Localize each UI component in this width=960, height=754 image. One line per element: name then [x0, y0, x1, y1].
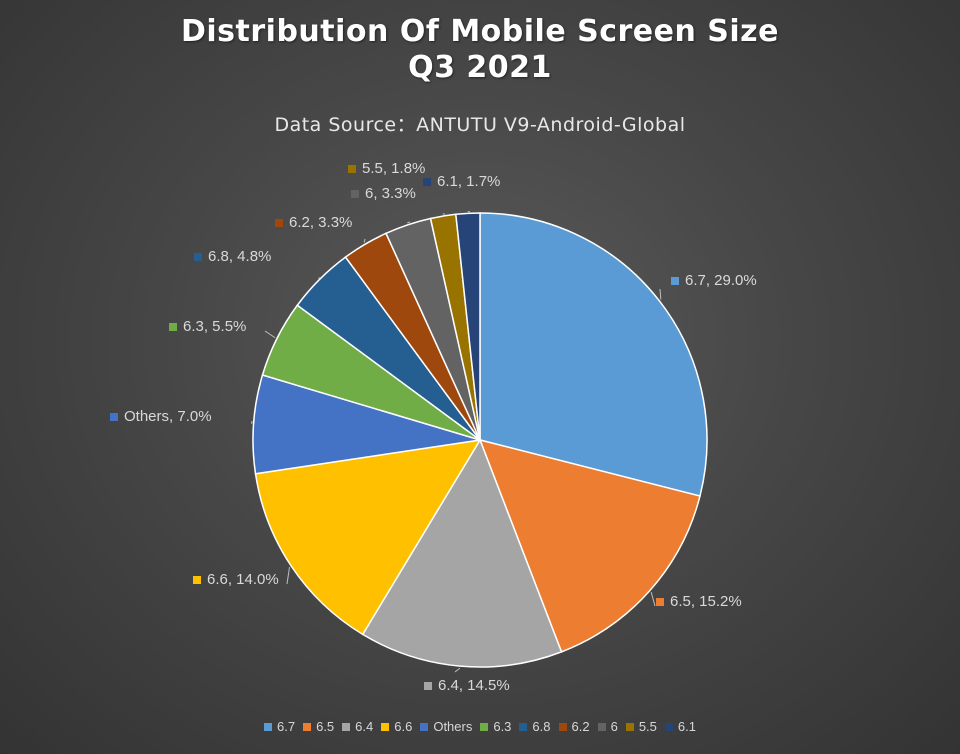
legend-item-6: 6: [597, 719, 618, 734]
data-label-6: 6, 3.3%: [365, 185, 416, 202]
legend-swatch: [664, 722, 673, 731]
data-label-6.8: 6.8, 4.8%: [208, 248, 271, 265]
chart-title-period: Q3 2021: [408, 50, 552, 85]
chart-data-source: Data Source：ANTUTU V9-Android-Global: [274, 114, 686, 136]
legend-item-others: Others: [420, 719, 472, 734]
legend-label: Others: [433, 719, 473, 734]
legend-label: 6.3: [493, 719, 512, 734]
label-marker-6.8: [194, 253, 202, 261]
leader-line-6.6: [286, 567, 291, 585]
legend-item-6.4: 6.4: [342, 719, 373, 734]
label-marker-6.3: [169, 323, 177, 331]
legend-label: 6: [610, 719, 618, 734]
legend-label: 6.5: [316, 719, 335, 734]
pie-slice-6.5: [478, 438, 701, 653]
legend-swatch: [480, 722, 489, 731]
label-marker-6.1: [423, 178, 431, 186]
legend-swatch: [420, 722, 429, 731]
pie-slice-6.4: [361, 438, 563, 668]
legend-swatch: [519, 722, 528, 731]
legend-item-6.2: 6.2: [558, 719, 590, 734]
legend-swatch: [303, 722, 312, 731]
legend-swatch: [381, 722, 390, 731]
legend-label: 6.7: [277, 719, 296, 734]
legend-swatch: [264, 722, 273, 731]
data-label-6.3: 6.3, 5.5%: [183, 318, 246, 335]
label-marker-others: [110, 413, 118, 421]
leader-line-6.2: [363, 238, 366, 243]
legend-item-6.3: 6.3: [480, 719, 511, 734]
legend-swatch: [342, 722, 351, 731]
pie-slice-6.1: [454, 212, 481, 441]
legend-item-6.7: 6.7: [264, 719, 295, 734]
data-label-5.5: 5.5, 1.8%: [362, 160, 425, 177]
legend-label: 6.8: [532, 719, 551, 734]
data-label-6.4: 6.4, 14.5%: [438, 677, 510, 694]
legend-label: 6.6: [394, 719, 413, 734]
legend-item-5.5: 5.5: [625, 719, 657, 734]
data-label-6.5: 6.5, 15.2%: [670, 593, 742, 610]
legend-item-6.8: 6.8: [519, 719, 551, 734]
leader-line-6: [407, 221, 411, 224]
legend-item-6.5: 6.5: [303, 719, 334, 734]
chart-legend: 6.7 6.5 6.4 6.6 Others 6.3 6.8 6.2 6 5.5 6.1: [0, 719, 960, 734]
leader-line-6.4: [454, 667, 461, 673]
data-label-6.6: 6.6, 14.0%: [207, 571, 279, 588]
legend-label: 6.2: [571, 719, 590, 734]
legend-label: 6.1: [677, 719, 696, 734]
label-marker-6.5: [656, 598, 664, 606]
leader-line-6.3: [264, 330, 276, 339]
label-marker-6.2: [275, 219, 283, 227]
data-label-6.1: 6.1, 1.7%: [437, 173, 500, 190]
pie-slice-6.6: [254, 439, 482, 636]
leader-line-6.5: [650, 591, 656, 607]
legend-item-6.6: 6.6: [381, 719, 412, 734]
legend-swatch: [597, 722, 606, 731]
chart-title: Distribution Of Mobile Screen Size: [180, 14, 779, 49]
legend-label: 5.5: [638, 719, 657, 734]
label-marker-6: [351, 190, 359, 198]
data-label-others: Others, 7.0%: [124, 408, 212, 425]
data-label-6.2: 6.2, 3.3%: [289, 214, 352, 231]
legend-item-6.1: 6.1: [664, 719, 696, 734]
legend-swatch: [558, 722, 567, 731]
legend-label: 6.4: [355, 719, 374, 734]
legend-swatch: [625, 722, 634, 731]
data-label-6.7: 6.7, 29.0%: [685, 272, 757, 289]
leader-line-6.7: [659, 288, 662, 300]
label-marker-6.7: [671, 277, 679, 285]
label-marker-6.4: [424, 682, 432, 690]
pie-slice-6.7: [479, 212, 708, 497]
label-marker-6.6: [193, 576, 201, 584]
label-marker-5.5: [348, 165, 356, 173]
leader-line-6.1: [467, 210, 471, 213]
